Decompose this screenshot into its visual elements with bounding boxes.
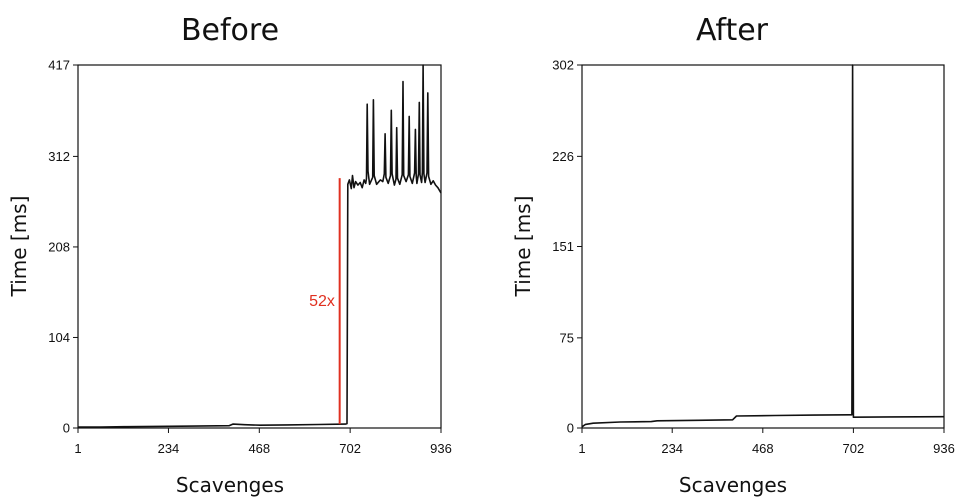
chart-2-x-tick-label: 234 bbox=[661, 441, 683, 456]
chart-2-y-tick-label: 0 bbox=[567, 421, 574, 436]
chart-1-x-tick-label: 234 bbox=[158, 441, 180, 456]
chart-1-plot-frame bbox=[77, 64, 442, 429]
chart-1-x-tick-label: 702 bbox=[339, 441, 361, 456]
chart-2-ylabel: Time [ms] bbox=[511, 196, 535, 298]
chart-2-x-tick-label: 468 bbox=[752, 441, 774, 456]
chart-1-y-tick-label: 208 bbox=[48, 239, 70, 254]
chart-2-title: After bbox=[696, 13, 769, 48]
chart-2-y-tick-label: 75 bbox=[560, 330, 574, 345]
chart-1-x-tick-label: 468 bbox=[248, 441, 270, 456]
chart-2-x-tick-label: 936 bbox=[933, 441, 955, 456]
chart-2-y-tick-label: 151 bbox=[552, 239, 574, 254]
chart-2-x-tick-label: 1 bbox=[578, 441, 585, 456]
chart-1-y-tick-label: 0 bbox=[63, 421, 70, 436]
chart-1-y-tick-label: 312 bbox=[48, 149, 70, 164]
chart-1-y-tick-label: 104 bbox=[48, 330, 70, 345]
chart-1-ylabel: Time [ms] bbox=[7, 196, 31, 298]
chart-1-series-line bbox=[77, 64, 442, 428]
chart-2-x-tick-label: 702 bbox=[843, 441, 865, 456]
chart-2-plot-frame bbox=[581, 64, 945, 429]
chart-2-y-tick-label: 302 bbox=[552, 58, 574, 73]
chart-1-x-tick-label: 936 bbox=[430, 441, 452, 456]
chart-2-xlabel: Scavenges bbox=[679, 473, 787, 497]
chart-1-title: Before bbox=[181, 13, 279, 48]
chart-1-xlabel: Scavenges bbox=[176, 473, 284, 497]
chart-1-y-tick-label: 417 bbox=[48, 58, 70, 73]
chart-2-y-tick-label: 226 bbox=[552, 149, 574, 164]
chart-1-x-tick-label: 1 bbox=[74, 441, 81, 456]
chart-2-series-line bbox=[581, 64, 945, 428]
chart-1-annotation-label: 52x bbox=[309, 293, 335, 310]
